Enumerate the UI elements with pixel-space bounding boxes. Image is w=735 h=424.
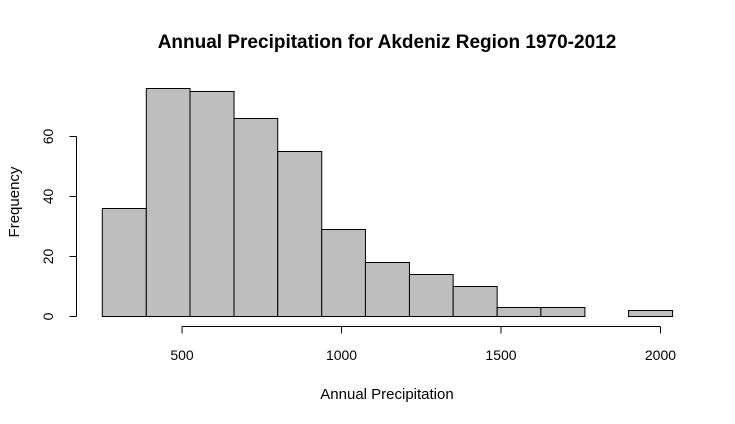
histogram-bar bbox=[101, 208, 147, 317]
histogram-bar bbox=[277, 151, 323, 317]
x-tick-label: 1000 bbox=[326, 347, 357, 363]
x-tick-label: 500 bbox=[170, 347, 194, 363]
histogram-bar bbox=[452, 286, 498, 317]
y-axis-label: Frequency bbox=[6, 166, 23, 237]
histogram-bar bbox=[364, 262, 410, 317]
chart-title: Annual Precipitation for Akdeniz Region … bbox=[158, 32, 617, 53]
histogram-bar bbox=[145, 88, 191, 317]
histogram-bar bbox=[189, 91, 235, 317]
x-axis: 500 1000 1500 2000 bbox=[170, 326, 676, 363]
x-axis-label: Annual Precipitation bbox=[320, 386, 453, 403]
x-tick-label: 1500 bbox=[485, 347, 516, 363]
histogram-bar bbox=[540, 307, 586, 317]
y-tick-label: 60 bbox=[40, 129, 56, 145]
histogram-bar bbox=[233, 118, 279, 317]
histogram-bar bbox=[408, 274, 454, 317]
y-axis: 0 20 40 60 bbox=[40, 129, 77, 320]
histogram-bar bbox=[496, 307, 542, 317]
histogram-bar bbox=[321, 229, 366, 317]
y-tick-label: 40 bbox=[40, 189, 56, 205]
x-tick-label: 2000 bbox=[645, 347, 676, 363]
bars-group bbox=[101, 88, 674, 317]
histogram-bar bbox=[628, 310, 674, 317]
y-tick-label: 20 bbox=[40, 249, 56, 265]
y-tick-label: 0 bbox=[40, 312, 56, 320]
